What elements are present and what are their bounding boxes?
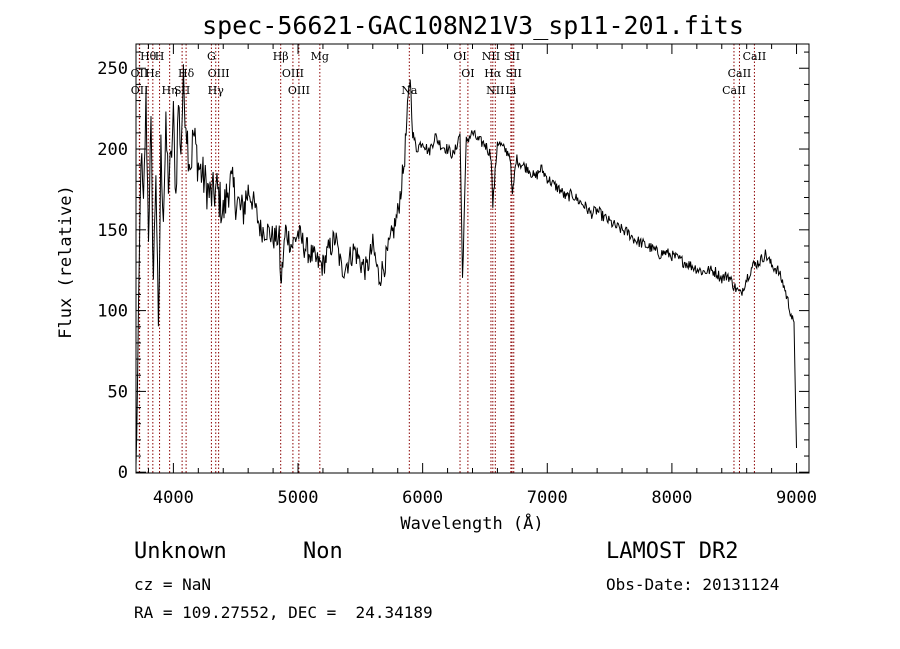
x-tick-labels: 4000 5000 6000 7000 8000 9000 <box>153 488 817 508</box>
x-tick-label: 8000 <box>651 488 692 508</box>
x-tick-label: 5000 <box>278 488 319 508</box>
x-tick-label: 9000 <box>776 488 817 508</box>
line-label-Hα: Hα <box>484 67 502 80</box>
chart-title: spec-56621-GAC108N21V3_sp11-201.fits <box>202 11 744 40</box>
x-tick-label: 6000 <box>402 488 443 508</box>
y-axis-label: Flux (relative) <box>56 185 76 339</box>
y-tick-label: 200 <box>97 140 128 160</box>
line-label-Hδ: Hδ <box>178 67 195 80</box>
line-label-H: H <box>155 50 165 63</box>
redshift-label: cz = NaN <box>134 575 212 594</box>
axis-ticks <box>136 44 809 473</box>
line-label-OIII: OIII <box>288 84 310 97</box>
line-label-Hθ: Hθ <box>140 50 157 63</box>
line-label-Na: Na <box>401 84 418 97</box>
x-tick-label: 4000 <box>153 488 194 508</box>
line-label-OII: OII <box>131 67 149 80</box>
subclass-label: Non <box>303 539 343 564</box>
line-label-OI: OI <box>453 50 466 63</box>
spectral-line-markers <box>138 44 755 473</box>
line-label-Hγ: Hγ <box>208 84 225 97</box>
line-label-CaII: CaII <box>728 67 752 80</box>
line-label-Hε: Hε <box>145 67 161 80</box>
line-label-Li: Li <box>505 84 516 97</box>
class-label: Unknown <box>134 539 227 564</box>
y-tick-label: 50 <box>108 382 128 402</box>
y-tick-label: 0 <box>118 463 128 483</box>
line-label-NII: NII <box>486 84 504 97</box>
y-tick-label: 150 <box>97 221 128 241</box>
spectrum-series <box>135 64 797 466</box>
line-label-G: G <box>207 50 216 63</box>
x-tick-label: 7000 <box>527 488 568 508</box>
line-label-Hη: Hη <box>162 84 178 97</box>
plot-frame <box>135 43 810 474</box>
line-label-Mg: Mg <box>311 50 329 63</box>
x-axis-label: Wavelength (Å) <box>400 512 543 534</box>
line-label-OII: OII <box>131 84 149 97</box>
y-tick-label: 250 <box>97 59 128 79</box>
coordinates-label: RA = 109.27552, DEC = 24.34189 <box>134 603 433 622</box>
y-tick-label: 100 <box>97 302 128 322</box>
line-label-OIII: OIII <box>208 67 230 80</box>
line-label-SII: SII <box>506 67 522 80</box>
line-label-SII: SII <box>174 84 190 97</box>
line-label-CaII: CaII <box>743 50 767 63</box>
line-label-OIII: OIII <box>282 67 304 80</box>
line-label-OI: OI <box>461 67 474 80</box>
y-tick-labels: 0 50 100 150 200 250 <box>97 59 128 483</box>
line-label-NII: NII <box>482 50 500 63</box>
line-label-SII: SII <box>504 50 520 63</box>
survey-label: LAMOST DR2 <box>606 539 739 564</box>
obs-date-label: Obs-Date: 20131124 <box>606 575 780 594</box>
line-label-CaII: CaII <box>722 84 746 97</box>
line-label-Hβ: Hβ <box>273 50 289 63</box>
